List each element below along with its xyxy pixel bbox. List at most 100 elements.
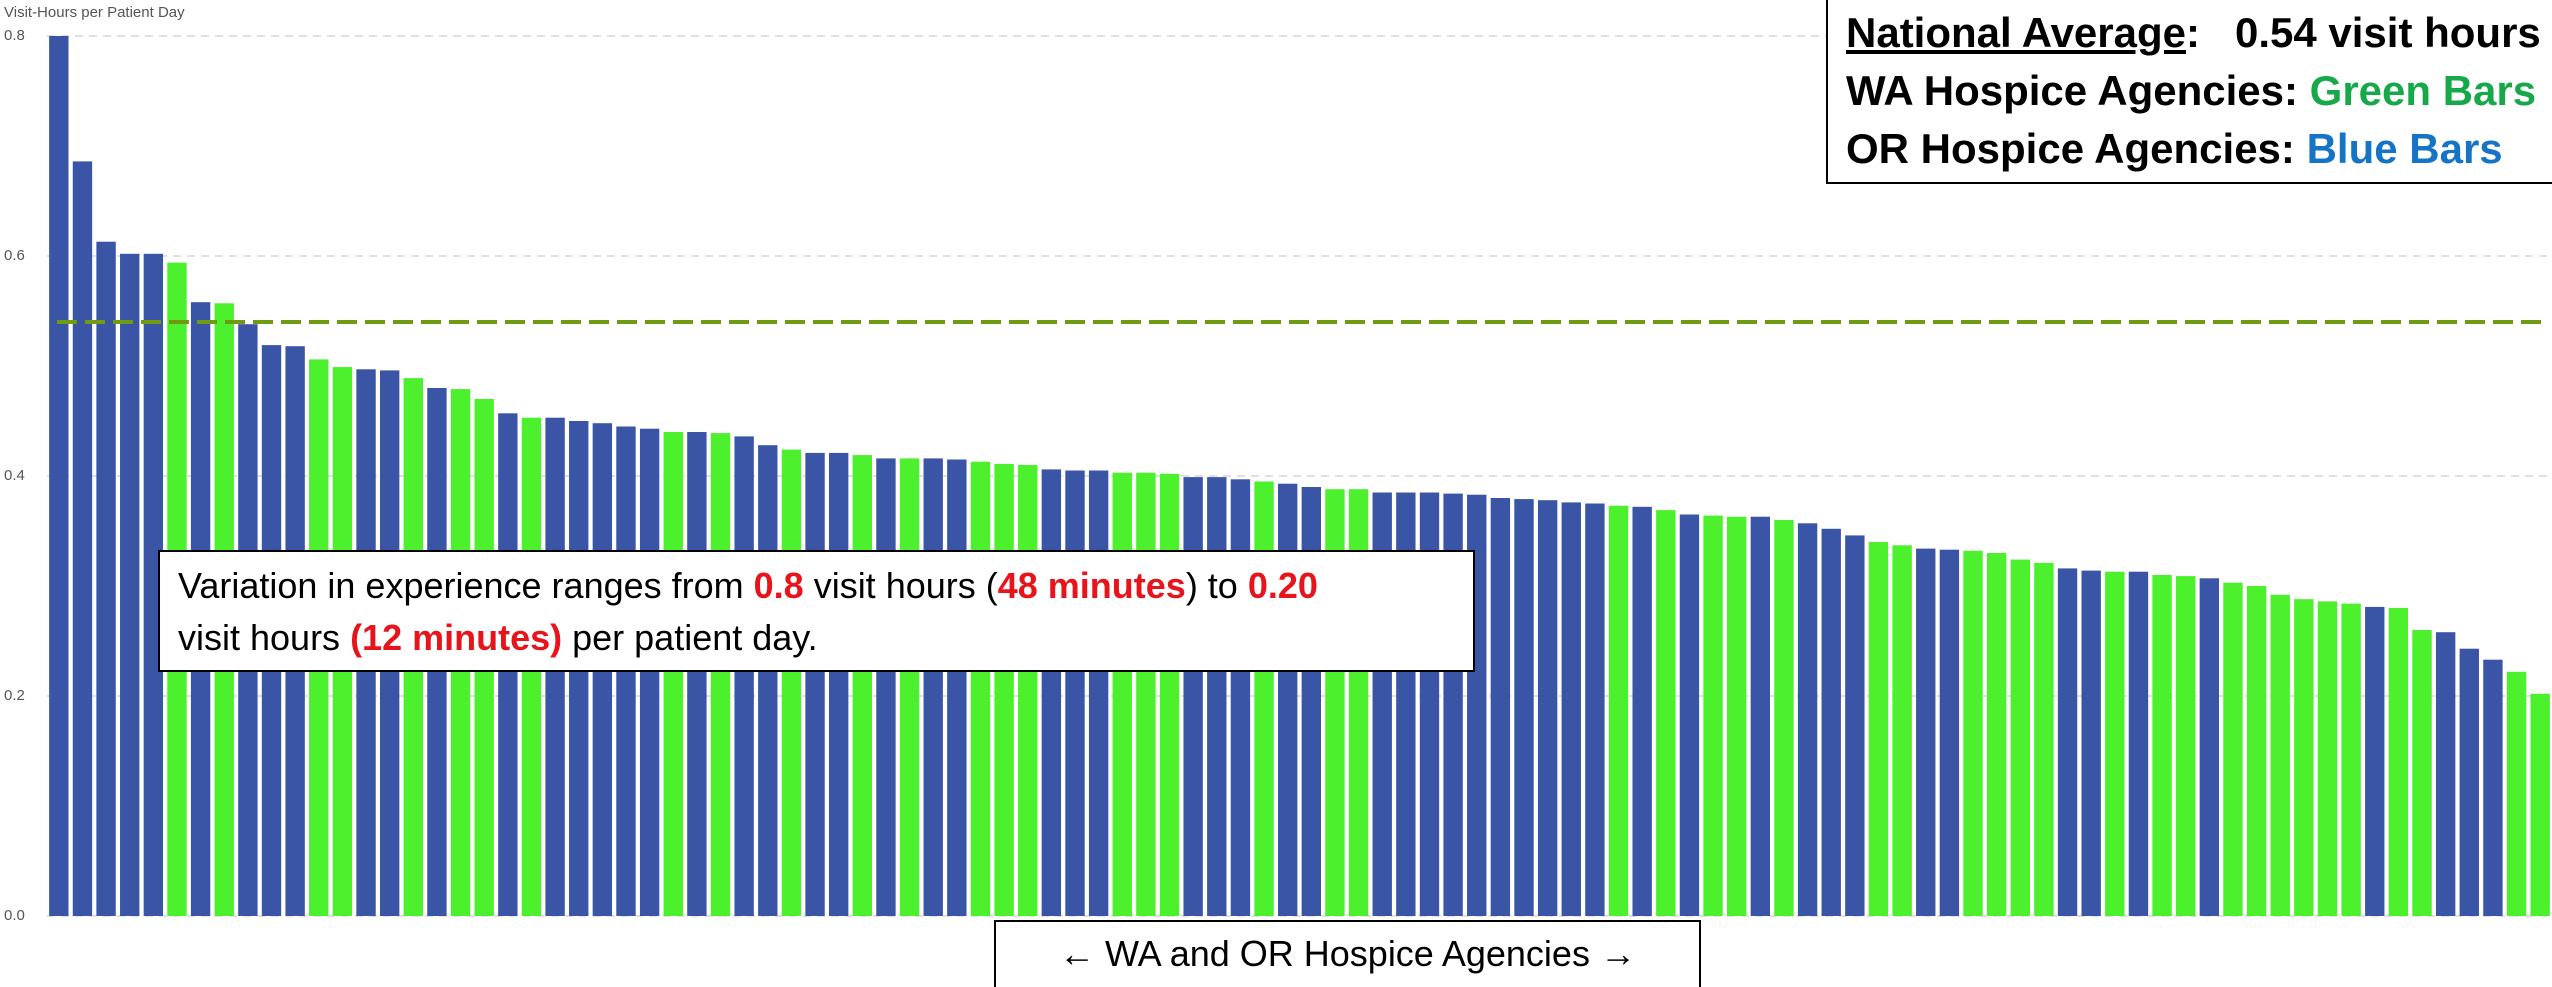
bar — [2483, 659, 2503, 916]
bar — [1514, 499, 1534, 916]
bar — [2152, 575, 2172, 916]
bar — [1679, 514, 1700, 916]
bar — [852, 455, 872, 916]
text-segment: visit hours ( — [803, 565, 998, 606]
text-segment: 0.8 — [753, 565, 804, 606]
bar — [1797, 523, 1818, 916]
bar — [1537, 500, 1558, 916]
text-segment: National Average — [1846, 9, 2186, 56]
bar — [2294, 599, 2314, 916]
bar — [2105, 571, 2125, 916]
bar — [1088, 470, 1109, 916]
bar — [923, 458, 943, 916]
bar — [1561, 502, 1581, 916]
bar — [1112, 472, 1132, 916]
bar — [1845, 535, 1865, 916]
bar — [1821, 528, 1841, 916]
y-tick-label: 0.2 — [4, 687, 25, 704]
text-segment: per patient day. — [562, 617, 818, 658]
bar — [1490, 498, 1511, 916]
bar — [805, 452, 825, 916]
text-segment: WA Hospice Agencies: — [1846, 67, 2310, 114]
bar — [734, 436, 754, 916]
bar — [876, 458, 896, 916]
y-axis-label: Visit-Hours per Patient Day — [4, 4, 185, 21]
bar — [2057, 568, 2078, 916]
bar — [1254, 481, 1274, 916]
bar — [1656, 510, 1676, 916]
bar — [2081, 570, 2101, 916]
bar — [710, 433, 731, 916]
bar — [120, 253, 140, 917]
bar — [1041, 469, 1062, 916]
text-line: WA Hospice Agencies: Green Bars — [1846, 62, 2552, 120]
bar — [1065, 470, 1085, 916]
text-segment: visit hours — [178, 617, 351, 658]
bar — [1939, 549, 1960, 916]
bar — [2388, 608, 2409, 916]
bar — [1207, 477, 1227, 916]
bar — [1868, 542, 1889, 916]
text-line: visit hours (12 minutes) per patient day… — [178, 612, 1473, 664]
bar — [2412, 630, 2432, 916]
bar — [2270, 594, 2290, 916]
text-segment: OR Hospice Agencies: — [1846, 125, 2307, 172]
bar — [1585, 503, 1605, 916]
bar — [687, 432, 707, 916]
bar — [1963, 550, 1983, 916]
text-segment: ) to — [1185, 565, 1248, 606]
text-segment: Blue Bars — [2306, 125, 2503, 172]
text-line: National Average: 0.54 visit hours — [1846, 4, 2552, 62]
bar — [1916, 548, 1936, 916]
bar — [781, 449, 802, 916]
bar — [2506, 671, 2527, 916]
text-line: Variation in experience ranges from 0.8 … — [178, 560, 1473, 612]
text-line: OR Hospice Agencies: Blue Bars — [1846, 120, 2552, 178]
bar — [2341, 603, 2361, 916]
bar — [639, 428, 660, 916]
bar — [2435, 632, 2456, 916]
bar — [2317, 601, 2338, 916]
bar — [2199, 578, 2220, 916]
bar — [1230, 479, 1251, 916]
bar — [2034, 562, 2054, 916]
bar — [143, 253, 164, 917]
y-tick-label: 0.4 — [4, 467, 25, 484]
bar — [96, 241, 116, 916]
bar — [970, 461, 991, 916]
text-segment: Green Bars — [2309, 67, 2537, 114]
bar — [2530, 693, 2550, 916]
y-tick-label: 0.8 — [4, 27, 25, 44]
annotation-box: Variation in experience ranges from 0.8 … — [158, 550, 1475, 672]
bar — [1183, 477, 1203, 916]
bar — [72, 161, 93, 916]
text-segment: 48 minutes — [997, 565, 1186, 606]
bar — [828, 452, 849, 916]
bar — [1750, 516, 1771, 916]
y-tick-label: 0.6 — [4, 247, 25, 264]
bar — [899, 458, 920, 916]
bar — [1608, 505, 1629, 916]
bar — [1018, 465, 1038, 916]
bar — [2459, 648, 2479, 916]
bar — [758, 445, 778, 916]
bar — [1632, 506, 1652, 916]
legend-box: National Average: 0.54 visit hours WA Hos… — [1826, 0, 2552, 184]
text-segment: : 0.54 visit hours — [2186, 9, 2541, 56]
text-segment: 0.20 — [1247, 565, 1318, 606]
x-axis-label: ← WA and OR Hospice Agencies → — [994, 920, 1701, 987]
bar — [1892, 545, 1912, 916]
bar — [2246, 586, 2267, 916]
bar — [1727, 516, 1747, 916]
bar — [2223, 582, 2243, 916]
bar — [2176, 576, 2196, 916]
bar — [994, 463, 1014, 916]
y-tick-label: 0.0 — [4, 907, 25, 924]
bar — [1136, 472, 1156, 916]
bar — [663, 432, 683, 916]
bar — [947, 459, 967, 916]
bar — [1159, 473, 1180, 916]
bar — [49, 36, 69, 916]
